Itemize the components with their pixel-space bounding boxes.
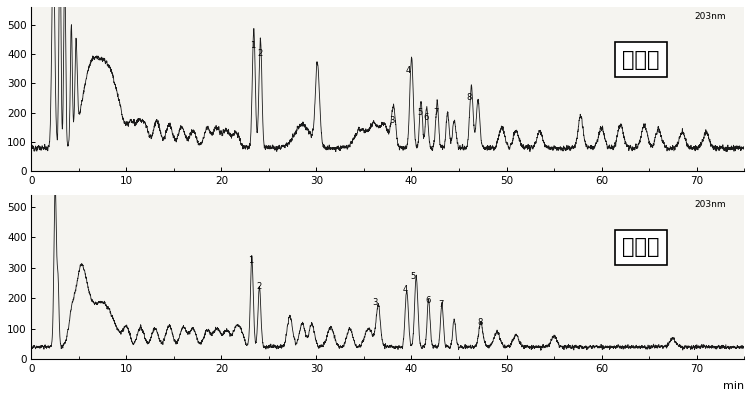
Text: 3: 3	[389, 116, 394, 125]
Text: 8: 8	[467, 93, 472, 102]
Text: 1: 1	[250, 41, 255, 50]
Text: 6: 6	[423, 113, 428, 121]
Text: 2: 2	[256, 282, 261, 291]
Text: 4: 4	[403, 284, 408, 294]
Text: 203nm: 203nm	[695, 12, 726, 21]
Text: 5: 5	[418, 108, 423, 117]
Text: 3: 3	[372, 298, 378, 307]
Text: 7: 7	[439, 301, 444, 309]
Text: 1: 1	[249, 256, 254, 265]
Text: 지하부: 지하부	[622, 237, 659, 257]
Text: 지상부: 지상부	[622, 50, 659, 70]
Text: 4: 4	[406, 65, 412, 74]
Text: min: min	[723, 381, 744, 390]
Text: 2: 2	[258, 49, 263, 58]
Text: 7: 7	[433, 108, 439, 117]
Text: 5: 5	[411, 271, 416, 281]
Text: 203nm: 203nm	[695, 200, 726, 208]
Text: 6: 6	[425, 296, 430, 305]
Text: 8: 8	[477, 318, 483, 327]
